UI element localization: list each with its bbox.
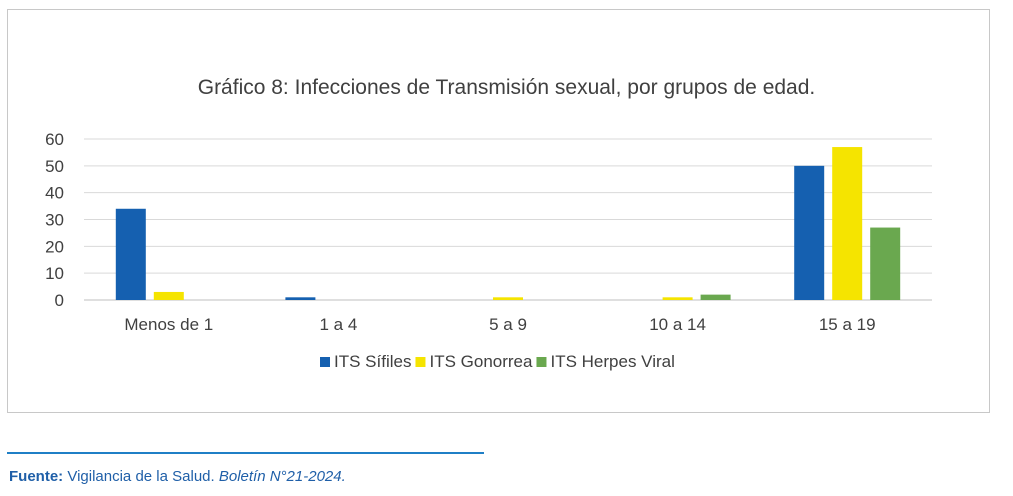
chart-frame [7,9,990,413]
source-label: Fuente: [9,468,64,485]
y-tick-label: 20 [45,237,64,256]
y-tick-label: 50 [45,157,64,176]
legend-swatch [415,357,426,367]
bar [700,294,731,300]
source-reference: Boletín N°21-2024. [218,468,346,485]
legend-label: ITS Herpes Viral [550,352,674,371]
footer-divider [7,452,484,454]
y-tick-label: 0 [55,291,64,310]
x-tick-label: 10 a 14 [649,315,706,334]
bar-chart: 0 10 20 30 40 50 60 Menos de 1 1 a 4 5 a 9 10 a 14… [45,130,932,371]
legend-label: ITS Sífiles [334,352,411,371]
x-tick-label: 1 a 4 [319,315,357,334]
bar [794,165,825,300]
bar [153,291,184,300]
y-tick-label: 60 [45,130,64,149]
legend-label: ITS Gonorrea [429,352,533,371]
x-tick-label: 5 a 9 [489,315,527,334]
x-tick-label: 15 a 19 [819,315,876,334]
bar [662,297,693,300]
chart-title: Gráfico 8: Infecciones de Transmisión se… [197,76,816,99]
bar [870,227,901,300]
legend-swatch [320,357,330,367]
bar [832,147,863,300]
y-tick-label: 10 [45,264,64,283]
bar [115,208,146,300]
source-text: Vigilancia de la Salud. [63,468,219,485]
legend-swatch [536,357,547,367]
source-footer: Fuente: Vigilancia de la Salud. Boletín … [9,468,346,485]
y-tick-label: 40 [45,184,64,203]
x-tick-label: Menos de 1 [124,315,213,334]
bar [493,297,523,300]
y-tick-label: 30 [45,211,64,230]
bar [285,297,316,300]
